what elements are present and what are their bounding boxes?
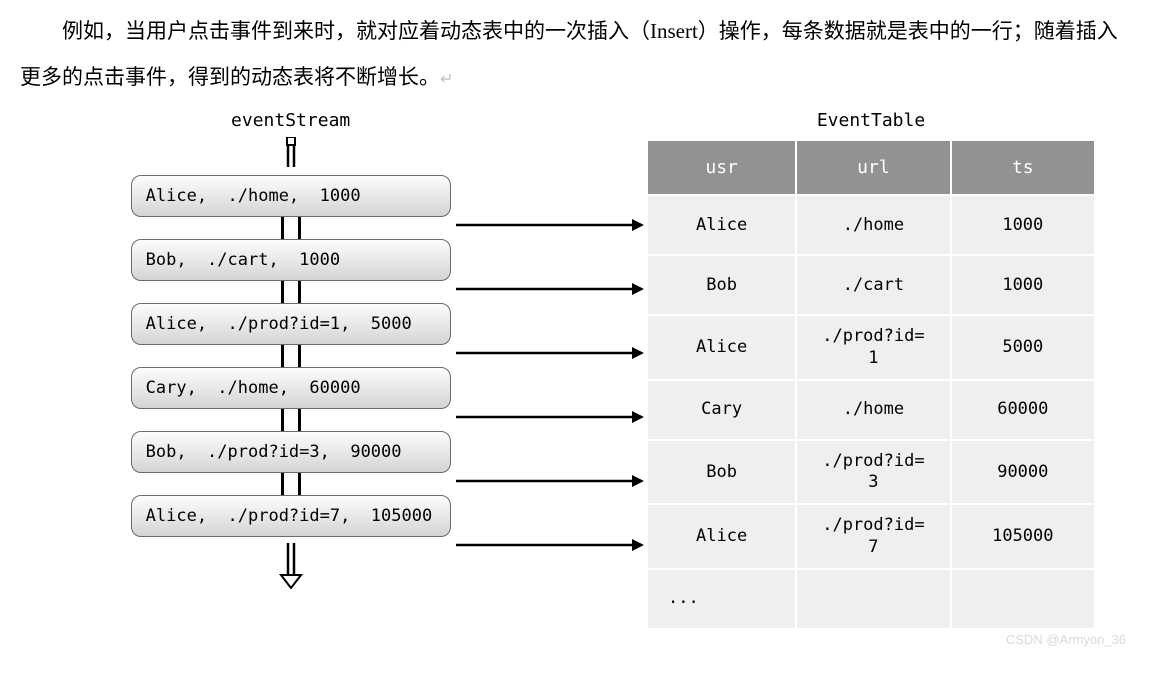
- cell-url: ./prod?id=3: [796, 440, 950, 505]
- watermark: CSDN @Armyon_36: [0, 632, 1156, 647]
- cell-url: ./home: [796, 195, 950, 255]
- flow-arrow-top-icon: [278, 137, 304, 167]
- table-row: Cary./home60000: [647, 380, 1095, 440]
- cell-ts: 105000: [951, 504, 1095, 569]
- cell-url: ./home: [796, 380, 950, 440]
- mapping-arrows: [451, 110, 646, 630]
- cell-empty: [951, 569, 1095, 629]
- stream-event-3: Cary, ./home, 60000: [131, 367, 451, 409]
- intro-text: 例如，当用户点击事件到来时，就对应着动态表中的一次插入（Insert）操作，每条…: [20, 19, 1118, 89]
- table-title: EventTable: [817, 110, 925, 131]
- cell-ts: 90000: [951, 440, 1095, 505]
- stream-event-5: Alice, ./prod?id=7, 105000: [131, 495, 451, 537]
- intro-paragraph: 例如，当用户点击事件到来时，就对应着动态表中的一次插入（Insert）操作，每条…: [0, 0, 1156, 110]
- stream-connector: [281, 473, 301, 495]
- diagram: eventStream Alice, ./home, 1000 Bob, ./c…: [0, 110, 1156, 650]
- stream-connector: [281, 281, 301, 303]
- event-stream-column: eventStream Alice, ./home, 1000 Bob, ./c…: [130, 110, 451, 630]
- cell-url: ./cart: [796, 255, 950, 315]
- arrow-right-icon: [454, 535, 644, 555]
- return-mark-icon: ↵: [440, 71, 453, 88]
- table-row: Bob./cart1000: [647, 255, 1095, 315]
- arrow-right-icon: [454, 343, 644, 363]
- table-row: Alice./prod?id=15000: [647, 315, 1095, 380]
- stream-title: eventStream: [231, 110, 350, 131]
- cell-url: ./prod?id=7: [796, 504, 950, 569]
- stream-connector: [281, 409, 301, 431]
- arrow-right-icon: [454, 471, 644, 491]
- stream-event-1: Bob, ./cart, 1000: [131, 239, 451, 281]
- arrow-right-icon: [454, 279, 644, 299]
- cell-ts: 60000: [951, 380, 1095, 440]
- table-row: Alice./home1000: [647, 195, 1095, 255]
- th-url: url: [796, 140, 950, 195]
- th-ts: ts: [951, 140, 1095, 195]
- table-row: Bob./prod?id=390000: [647, 440, 1095, 505]
- cell-usr: Bob: [647, 440, 796, 505]
- stream-connector: [281, 217, 301, 239]
- stream-connector: [281, 345, 301, 367]
- table-row: Alice./prod?id=7105000: [647, 504, 1095, 569]
- table-row-ellipsis: ...: [647, 569, 1095, 629]
- stream-event-2: Alice, ./prod?id=1, 5000: [131, 303, 451, 345]
- cell-ts: 5000: [951, 315, 1095, 380]
- cell-usr: Alice: [647, 504, 796, 569]
- stream-event-0: Alice, ./home, 1000: [131, 175, 451, 217]
- arrow-right-icon: [454, 215, 644, 235]
- cell-usr: Alice: [647, 195, 796, 255]
- cell-usr: Cary: [647, 380, 796, 440]
- event-table-column: EventTable usr url ts Alice./home1000 Bo…: [646, 110, 1096, 630]
- stream-items: Alice, ./home, 1000 Bob, ./cart, 1000 Al…: [130, 175, 451, 537]
- event-table: usr url ts Alice./home1000 Bob./cart1000…: [646, 139, 1096, 630]
- cell-empty: [796, 569, 950, 629]
- cell-ts: 1000: [951, 255, 1095, 315]
- cell-usr: Alice: [647, 315, 796, 380]
- arrow-right-icon: [454, 407, 644, 427]
- cell-ellipsis: ...: [647, 569, 796, 629]
- stream-event-4: Bob, ./prod?id=3, 90000: [131, 431, 451, 473]
- cell-url: ./prod?id=1: [796, 315, 950, 380]
- th-usr: usr: [647, 140, 796, 195]
- cell-ts: 1000: [951, 195, 1095, 255]
- flow-arrow-bottom-icon: [276, 543, 306, 589]
- cell-usr: Bob: [647, 255, 796, 315]
